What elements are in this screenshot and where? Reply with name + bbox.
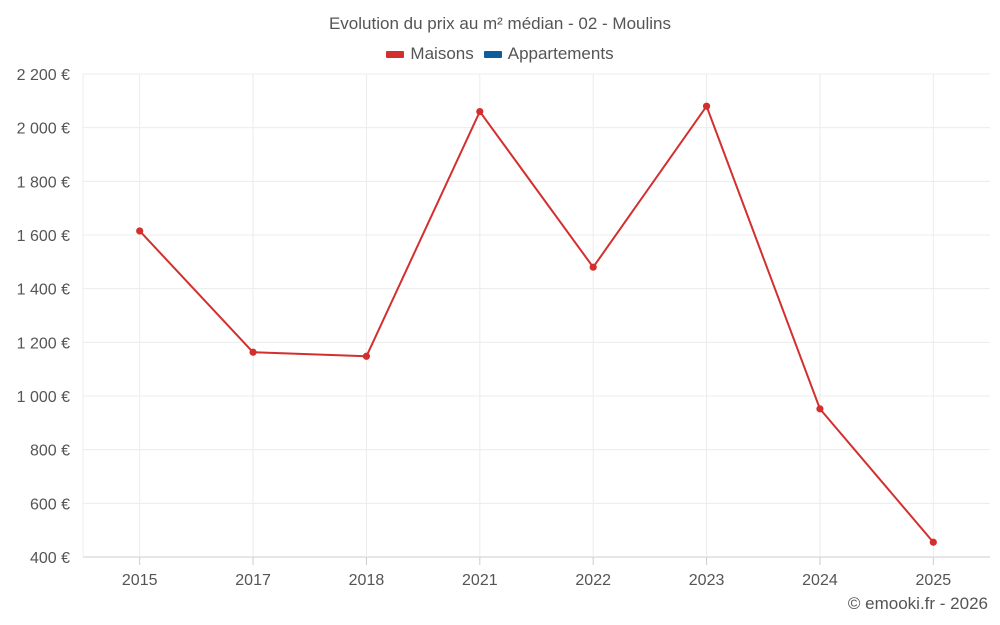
data-point[interactable] [249, 348, 257, 356]
y-tick-label: 400 € [30, 550, 70, 567]
legend-item-maisons[interactable]: Maisons [386, 44, 474, 64]
y-tick-label: 800 € [30, 443, 70, 460]
x-tick-label: 2025 [916, 572, 952, 589]
data-point[interactable] [589, 263, 597, 271]
data-point[interactable] [816, 405, 824, 413]
y-tick-label: 1 600 € [17, 228, 70, 245]
x-tick-label: 2018 [349, 572, 385, 589]
y-tick-label: 600 € [30, 496, 70, 513]
y-tick-label: 2 200 € [17, 67, 70, 84]
legend-item-appartements[interactable]: Appartements [483, 44, 614, 64]
legend: Maisons Appartements [0, 44, 1000, 64]
x-tick-label: 2022 [575, 572, 611, 589]
legend-swatch-appartements [483, 50, 502, 58]
legend-label-appartements: Appartements [507, 44, 614, 63]
chart-title: Evolution du prix au m² médian - 02 - Mo… [328, 14, 672, 33]
data-point[interactable] [476, 107, 484, 116]
y-tick-label: 2 000 € [17, 121, 70, 138]
series-line-maisons [138, 105, 935, 543]
y-tick-label: 1 400 € [17, 282, 70, 299]
x-tick-label: 2015 [122, 572, 158, 589]
data-point[interactable] [362, 352, 371, 360]
grid [82, 73, 990, 558]
x-tick-label: 2021 [462, 572, 498, 589]
x-tick-label: 2023 [689, 572, 725, 589]
credit-text: © emooki.fr - 2026 [847, 594, 988, 613]
legend-swatch-maisons [386, 50, 405, 58]
x-tick-label: 2024 [802, 572, 838, 589]
legend-label-maisons: Maisons [410, 44, 474, 63]
y-tick-label: 1 000 € [17, 389, 70, 406]
data-point[interactable] [136, 227, 144, 235]
x-tick-label: 2017 [235, 572, 271, 589]
series [136, 102, 937, 546]
y-tick-label: 1 800 € [17, 174, 70, 191]
y-tick-label: 1 200 € [17, 335, 70, 352]
axes: 400 € 600 € 800 € 1 000 € 1 200 € 1 400 € 1 60… [17, 67, 952, 589]
data-point[interactable] [929, 538, 937, 546]
data-point[interactable] [702, 102, 711, 110]
